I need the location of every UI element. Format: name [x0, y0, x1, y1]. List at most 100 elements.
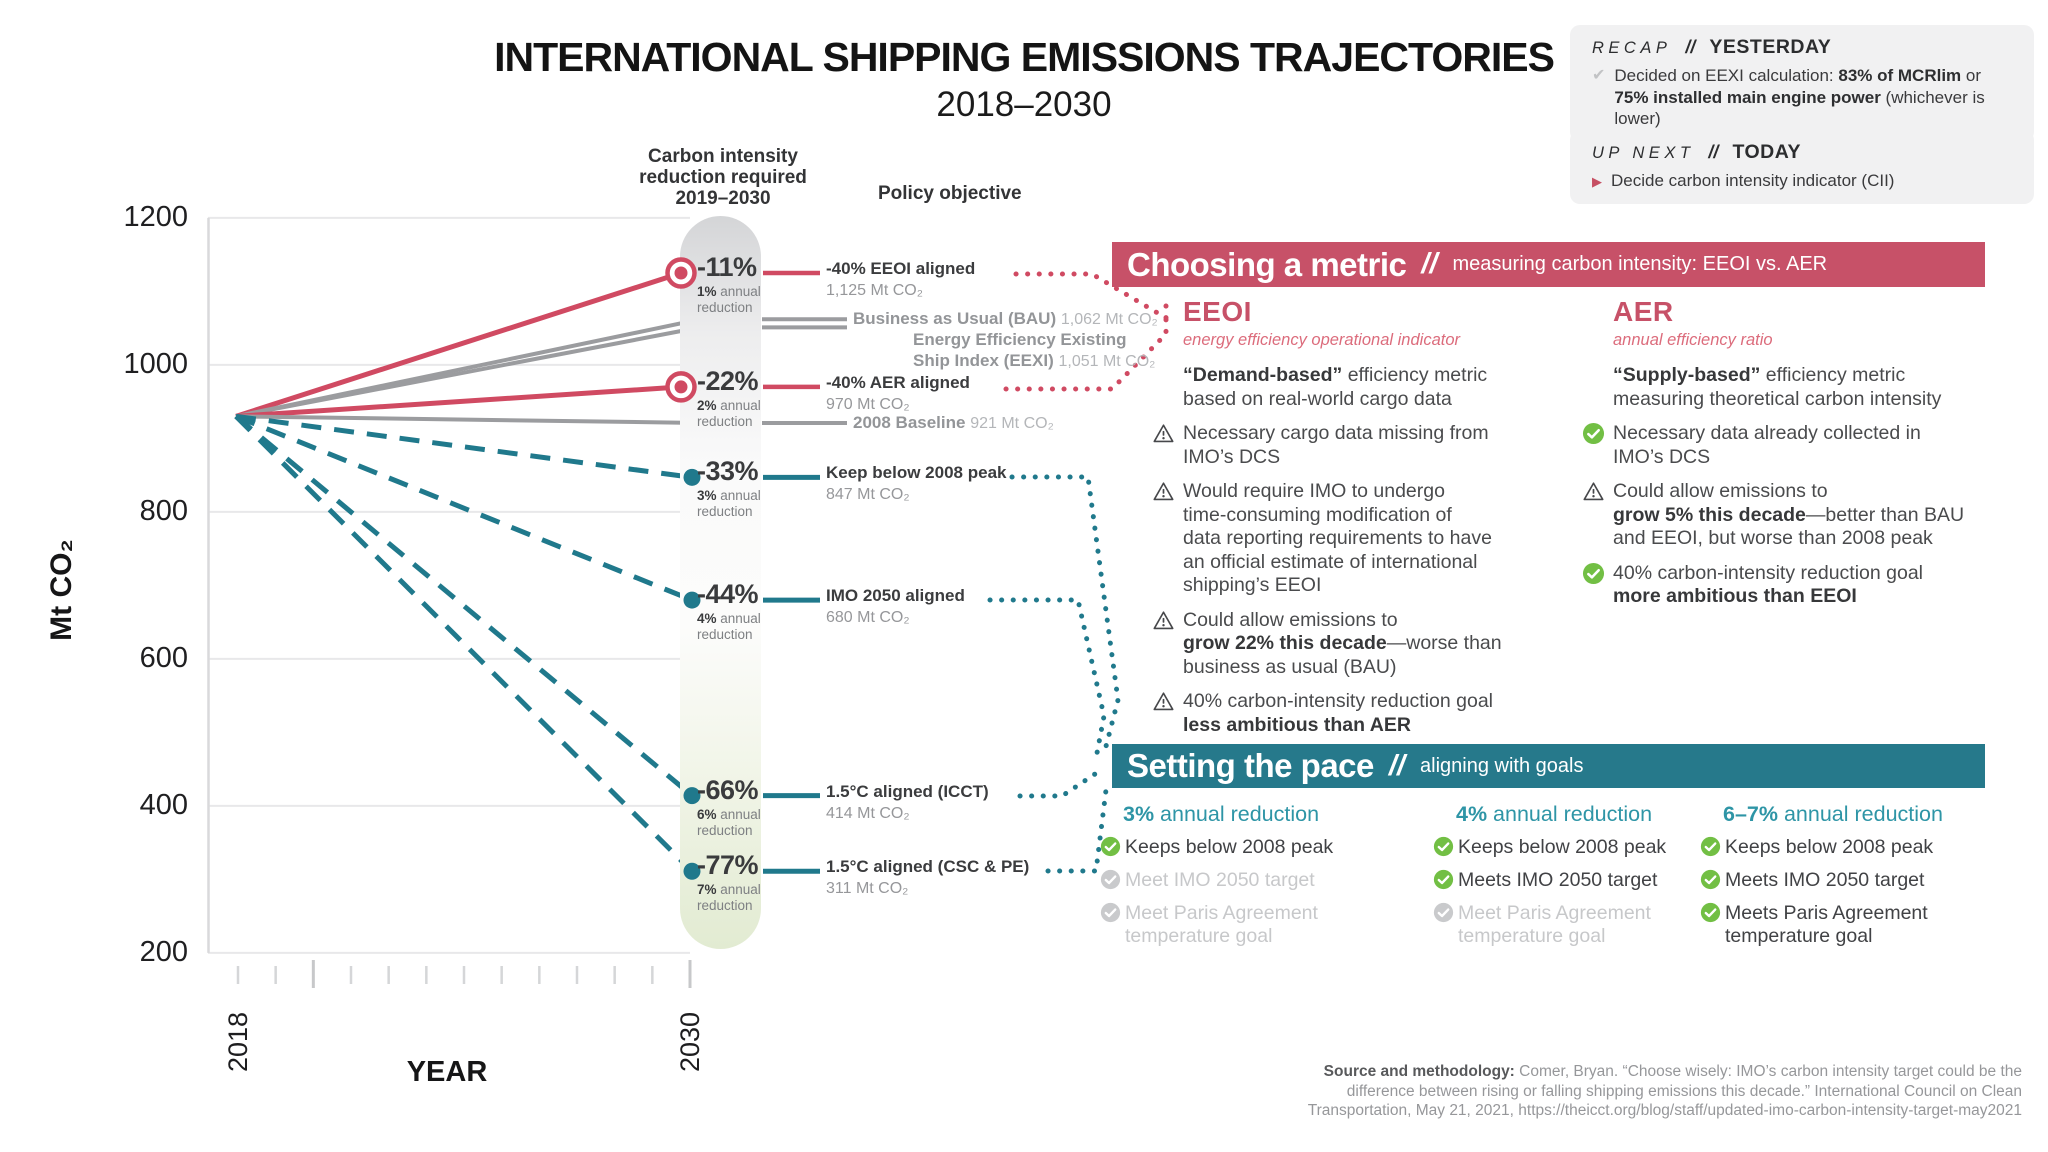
- source-note: Source and methodology: Comer, Bryan. “C…: [932, 1062, 2022, 1121]
- double-slash: //: [1708, 142, 1718, 162]
- metric-tagline: energy efficiency operational indicator: [1183, 331, 1589, 350]
- policy-name: -40% EEOI aligned: [826, 259, 975, 279]
- source-label: Source and methodology:: [1324, 1063, 1515, 1080]
- y-tick-label: 800: [96, 495, 188, 528]
- upnext-item-text: Decide carbon intensity indicator (CII): [1611, 170, 1894, 192]
- recap-heading-row: RECAP // YESTERDAY: [1592, 36, 2014, 59]
- reduction-label: -22%2% annual reduction: [697, 366, 787, 430]
- annual-reduction-note: 6% annual reduction: [697, 807, 785, 839]
- check-icon: ✔: [1592, 65, 1605, 130]
- metric-bullet: Could allow emissions to grow 5% this de…: [1613, 480, 2019, 551]
- metric-bullet: 40% carbon-intensity reduction goal more…: [1613, 562, 2019, 609]
- metric-bullet: “Demand-based” efficiency metric based o…: [1183, 364, 1589, 411]
- double-slash: //: [1389, 750, 1405, 783]
- metric-bullet-text: Necessary data already collected in IMO’…: [1613, 422, 1921, 468]
- reduction-percent: -44%: [697, 579, 787, 610]
- dotted-connector: [1012, 477, 1118, 754]
- pace-rate-heading: 4% annual reduction: [1456, 802, 1666, 827]
- pace-goal-text: Meets IMO 2050 target: [1725, 869, 1924, 896]
- check-circle-gray-icon: [1100, 902, 1121, 923]
- eeoi-column: EEOI energy efficiency operational indica…: [1183, 296, 1589, 748]
- metric-bullet-text: Would require IMO to undergo time-consum…: [1183, 480, 1492, 596]
- pace-column-4pct: 4% annual reduction Keeps below 2008 peak…: [1433, 802, 1666, 954]
- double-slash: //: [1421, 248, 1437, 281]
- reduction-label: -11%1% annual reduction: [697, 252, 787, 316]
- pace-column-6-7pct: 6–7% annual reductionKeeps below 2008 pe…: [1700, 802, 1943, 954]
- pace-goal-text: Meet Paris Agreement temperature goal: [1125, 902, 1318, 948]
- policy-name-line1: Energy Efficiency Existing: [913, 329, 1155, 350]
- pace-goal-item: Meet Paris Agreement temperature goal: [1433, 902, 1666, 948]
- annual-reduction-note: 7% annual reduction: [697, 882, 785, 914]
- pace-goal-item: Keeps below 2008 peak: [1433, 836, 1666, 863]
- upnext-kicker: UP NEXT: [1592, 144, 1694, 162]
- pace-column-3pct: 3% annual reductionKeeps below 2008 peak…: [1100, 802, 1333, 954]
- choosing-banner-title: Choosing a metric: [1112, 246, 1406, 284]
- pace-goal-item: Keeps below 2008 peak: [1100, 836, 1333, 863]
- ring-marker-dot: [675, 380, 688, 393]
- recap-kicker: RECAP: [1592, 39, 1671, 57]
- annual-reduction-note: 2% annual reduction: [697, 398, 785, 430]
- policy-name: -40% AER aligned: [826, 373, 970, 393]
- policy-label: IMO 2050 aligned680 Mt CO₂: [826, 586, 965, 627]
- policy-value: 1,062 Mt CO₂: [1061, 311, 1158, 328]
- pace-goal-text: Meets Paris Agreement temperature goal: [1725, 902, 1928, 948]
- policy-label: 1.5°C aligned (CSC & PE)311 Mt CO₂: [826, 857, 1029, 898]
- pace-goal-text: Keeps below 2008 peak: [1125, 836, 1333, 863]
- reduction-label: -77%7% annual reduction: [697, 850, 787, 914]
- dotted-connector: [1020, 772, 1098, 796]
- policy-label: Keep below 2008 peak 847 Mt CO₂: [826, 463, 1006, 504]
- metric-bullet: “Supply-based” efficiency metric measuri…: [1613, 364, 2019, 411]
- annual-reduction-note: 4% annual reduction: [697, 611, 785, 643]
- metric-bullet-text: Could allow emissions to grow 22% this d…: [1183, 609, 1502, 678]
- ring-marker-dot: [675, 267, 688, 280]
- pace-goal-item: Meets IMO 2050 target: [1433, 869, 1666, 896]
- policy-value: 311 Mt CO₂: [826, 879, 1029, 898]
- policy-objective-header: Policy objective: [878, 183, 1022, 205]
- reduction-label: -44%4% annual reduction: [697, 579, 787, 643]
- metric-heading: AER: [1613, 296, 2019, 328]
- policy-value: 1,125 Mt CO₂: [826, 281, 975, 300]
- policy-value: 847 Mt CO₂: [826, 485, 1006, 504]
- policy-value: 680 Mt CO₂: [826, 608, 965, 627]
- pill-header: Carbon intensity reduction required 2019…: [613, 146, 833, 209]
- policy-label: Energy Efficiency ExistingShip Index (EE…: [913, 329, 1155, 371]
- check-circle-icon: [1700, 869, 1721, 890]
- policy-label: -40% AER aligned970 Mt CO₂: [826, 373, 970, 414]
- pace-rate-heading: 6–7% annual reduction: [1723, 802, 1943, 827]
- metric-bullet: Could allow emissions to grow 22% this d…: [1183, 609, 1589, 680]
- warning-icon: [1582, 480, 1605, 503]
- pace-goal-text: Meets IMO 2050 target: [1458, 869, 1657, 896]
- warning-icon: [1152, 690, 1175, 713]
- choosing-banner-subtitle: measuring carbon intensity: EEOI vs. AER: [1453, 253, 1828, 276]
- reduction-percent: -33%: [697, 456, 787, 487]
- pace-banner-title: Setting the pace: [1112, 747, 1374, 785]
- policy-name: Keep below 2008 peak: [826, 463, 1006, 483]
- check-circle-icon: [1433, 869, 1454, 890]
- aer-column: AER annual efficiency ratio “Supply-based”…: [1613, 296, 2019, 620]
- check-circle-icon: [1700, 902, 1721, 923]
- policy-label: 2008 Baseline 921 Mt CO₂: [853, 412, 1054, 433]
- y-tick-label: 1000: [96, 348, 188, 381]
- x-tick-label-2018: 2018: [223, 1000, 253, 1084]
- upnext-title: TODAY: [1732, 141, 1801, 163]
- metric-bullet: 40% carbon-intensity reduction goal less…: [1183, 690, 1589, 737]
- recap-yesterday-box: RECAP // YESTERDAY ✔ Decided on EEXI cal…: [1570, 25, 2034, 142]
- double-slash: //: [1685, 37, 1695, 57]
- warning-icon: [1152, 422, 1175, 445]
- policy-name: 1.5°C aligned (ICCT): [826, 782, 989, 802]
- metric-heading: EEOI: [1183, 296, 1589, 328]
- metric-bullet-text: “Demand-based” efficiency metric based o…: [1183, 364, 1487, 410]
- dotted-connector: [1048, 790, 1106, 871]
- policy-value: 1,051 Mt CO₂: [1058, 353, 1155, 370]
- check-circle-icon: [1700, 836, 1721, 857]
- metric-bullet: Necessary data already collected in IMO’…: [1613, 422, 2019, 469]
- check-circle-icon: [1100, 836, 1121, 857]
- choosing-a-metric-banner: Choosing a metric // measuring carbon in…: [1112, 242, 1985, 287]
- metric-tagline: annual efficiency ratio: [1613, 331, 2019, 350]
- recap-item: ✔ Decided on EEXI calculation: 83% of MC…: [1592, 65, 2014, 130]
- pace-goal-item: Meets IMO 2050 target: [1700, 869, 1943, 896]
- annual-reduction-note: 3% annual reduction: [697, 488, 785, 520]
- annual-reduction-note: 1% annual reduction: [697, 284, 785, 316]
- metric-bullet-text: Could allow emissions to grow 5% this de…: [1613, 480, 1964, 549]
- policy-value: 921 Mt CO₂: [970, 415, 1054, 432]
